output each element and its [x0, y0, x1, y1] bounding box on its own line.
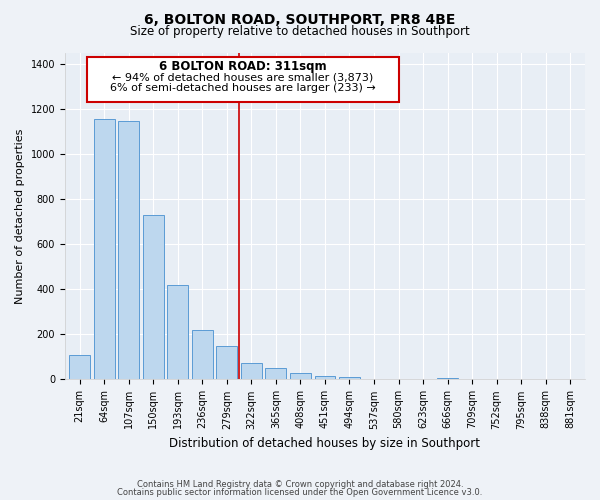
- Text: 6, BOLTON ROAD, SOUTHPORT, PR8 4BE: 6, BOLTON ROAD, SOUTHPORT, PR8 4BE: [145, 12, 455, 26]
- Text: Size of property relative to detached houses in Southport: Size of property relative to detached ho…: [130, 25, 470, 38]
- Bar: [314, 376, 335, 380]
- Text: Contains public sector information licensed under the Open Government Licence v3: Contains public sector information licen…: [118, 488, 482, 497]
- Text: 6% of semi-detached houses are larger (233) →: 6% of semi-detached houses are larger (2…: [110, 83, 376, 93]
- Bar: [192, 330, 213, 380]
- Bar: [94, 119, 115, 380]
- Bar: [143, 215, 164, 380]
- Bar: [217, 346, 237, 380]
- Bar: [437, 378, 458, 380]
- Text: 6 BOLTON ROAD: 311sqm: 6 BOLTON ROAD: 311sqm: [159, 60, 326, 74]
- Bar: [118, 122, 139, 380]
- Bar: [290, 372, 311, 380]
- Bar: [241, 362, 262, 380]
- Bar: [167, 284, 188, 380]
- Text: Contains HM Land Registry data © Crown copyright and database right 2024.: Contains HM Land Registry data © Crown c…: [137, 480, 463, 489]
- Bar: [265, 368, 286, 380]
- Bar: [339, 377, 360, 380]
- Bar: [87, 57, 398, 102]
- Y-axis label: Number of detached properties: Number of detached properties: [15, 128, 25, 304]
- Text: ← 94% of detached houses are smaller (3,873): ← 94% of detached houses are smaller (3,…: [112, 73, 373, 83]
- X-axis label: Distribution of detached houses by size in Southport: Distribution of detached houses by size …: [169, 437, 481, 450]
- Bar: [69, 354, 90, 380]
